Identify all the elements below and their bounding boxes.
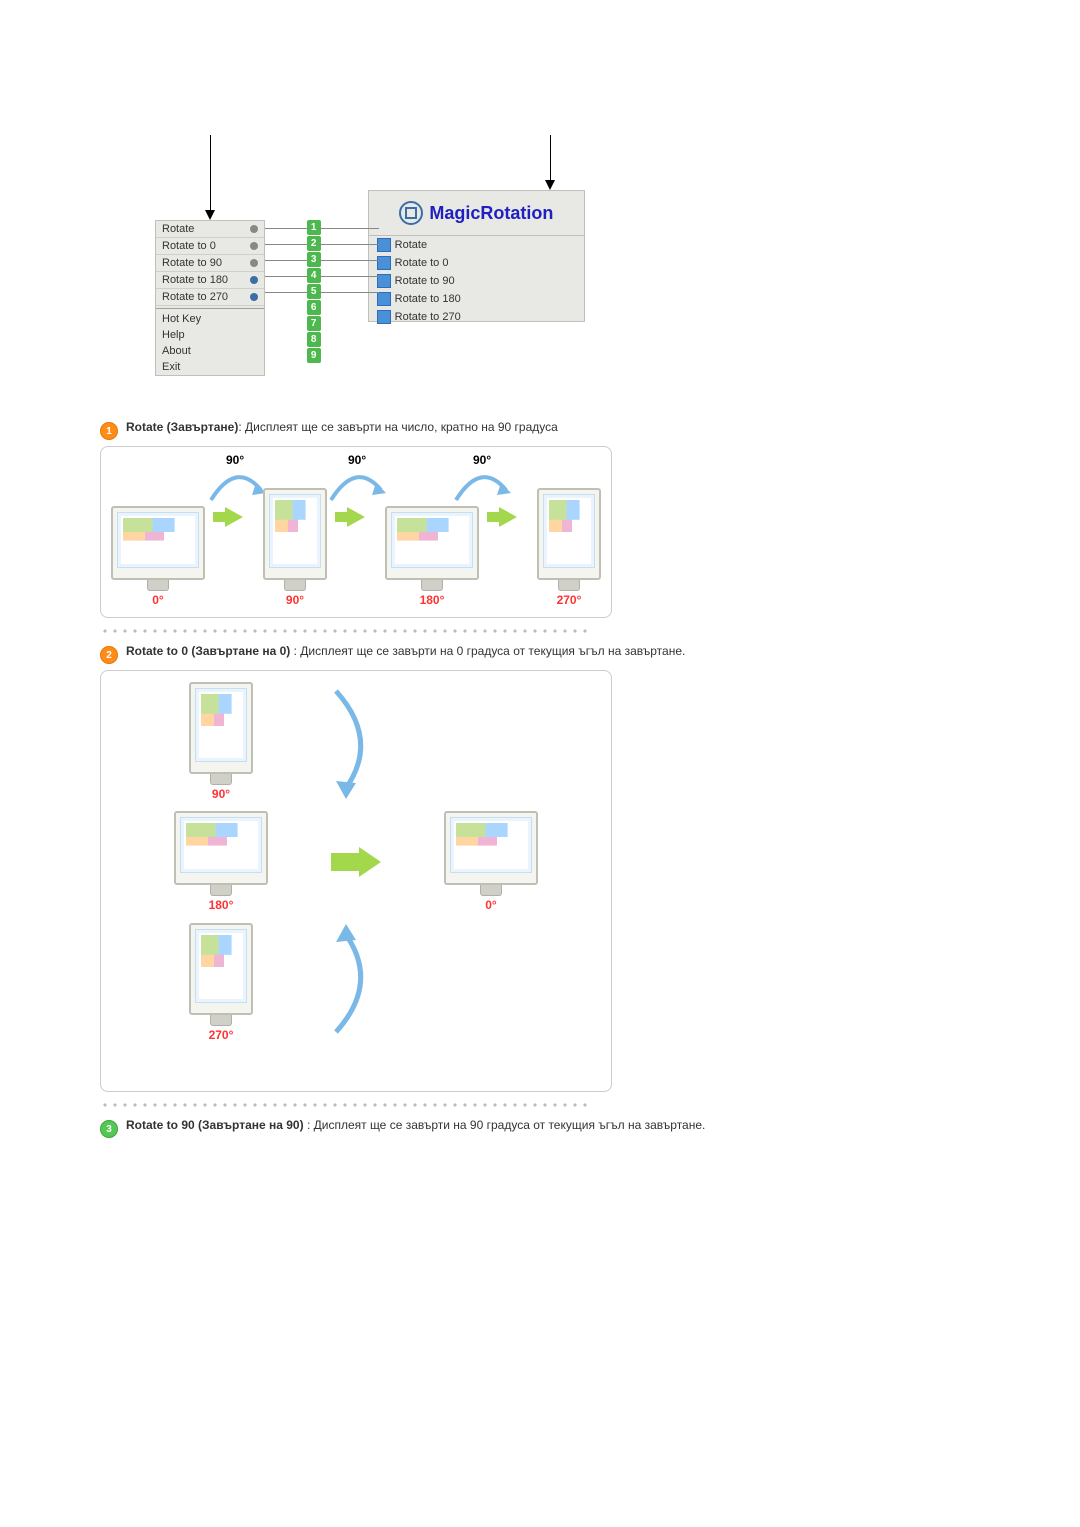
curve-arrow-icon [451,465,511,505]
menu-item-hotkey[interactable]: Hot Key [156,311,264,327]
section-3-heading: 3 Rotate to 90 (Завъртане на 90) : Диспл… [100,1118,980,1138]
illustration-rotate-sequence: 90° 90° 90° 0° 90° 180° [100,446,612,618]
rotate-icon [377,238,391,252]
panel-item-rotate[interactable]: Rotate [369,236,584,254]
monitor-90deg: 90° [263,488,327,607]
arrow-right-icon [499,507,517,527]
rotate-180-icon [377,292,391,306]
panel-item-rotate-270[interactable]: Rotate to 270 [369,308,584,326]
section-2-text: : Дисплеят ще се завърти на 0 градуса от… [290,644,685,658]
monitor-90deg: 90° [189,682,253,801]
section-3-title: Rotate to 90 (Завъртане на 90) [126,1118,304,1132]
section-1-heading: 1 Rotate (Завъртане): Дисплеят ще се зав… [100,420,980,440]
top-menu-diagram: Rotate Rotate to 0 Rotate to 90 Rotate t… [155,150,585,400]
monitor-180deg: 180° [385,506,479,607]
monitor-270deg: 270° [537,488,601,607]
menu-item-rotate[interactable]: Rotate [156,221,264,238]
curve-arrow-up-icon [326,922,386,1042]
section-2-heading: 2 Rotate to 0 (Завъртане на 0) : Дисплея… [100,644,980,664]
menu-item-help[interactable]: Help [156,327,264,343]
illustration-rotate-to-0: 90° 180° 0° 270° [100,670,612,1092]
arrow-right-icon [225,507,243,527]
menu-item-rotate-180[interactable]: Rotate to 180 [156,272,264,289]
rotate-0-icon [377,256,391,270]
menu-item-rotate-270[interactable]: Rotate to 270 [156,289,264,306]
monitor-270deg: 270° [189,923,253,1042]
monitor-0deg: 0° [444,811,538,912]
magicrotation-panel: MagicRotation Rotate Rotate to 0 Rotate … [368,190,585,322]
menu-item-rotate-0[interactable]: Rotate to 0 [156,238,264,255]
monitor-180deg: 180° [174,811,268,912]
arrow-right-icon [347,507,365,527]
panel-item-rotate-90[interactable]: Rotate to 90 [369,272,584,290]
curve-arrow-down-icon [326,681,386,801]
dotted-separator [100,1100,590,1110]
section-1-text: : Дисплеят ще се завърти на число, кратн… [238,420,557,434]
magicrotation-title: MagicRotation [429,203,553,224]
panel-item-rotate-180[interactable]: Rotate to 180 [369,290,584,308]
curve-arrow-icon [326,465,386,505]
section-3-text: : Дисплеят ще се завърти на 90 градуса о… [304,1118,706,1132]
rotate-270-icon [377,310,391,324]
menu-item-rotate-90[interactable]: Rotate to 90 [156,255,264,272]
bullet-2-icon: 2 [100,646,118,664]
bullet-3-icon: 3 [100,1120,118,1138]
menu-item-exit[interactable]: Exit [156,359,264,375]
bullet-1-icon: 1 [100,422,118,440]
monitor-0deg: 0° [111,506,205,607]
curve-arrow-icon [206,465,266,505]
section-2-title: Rotate to 0 (Завъртане на 0) [126,644,290,658]
context-menu: Rotate Rotate to 0 Rotate to 90 Rotate t… [155,220,265,376]
section-1-title: Rotate (Завъртане) [126,420,238,434]
arrow-right-large-icon [331,847,381,877]
dotted-separator [100,626,590,636]
panel-item-rotate-0[interactable]: Rotate to 0 [369,254,584,272]
magicrotation-icon [399,201,423,225]
menu-item-about[interactable]: About [156,343,264,359]
